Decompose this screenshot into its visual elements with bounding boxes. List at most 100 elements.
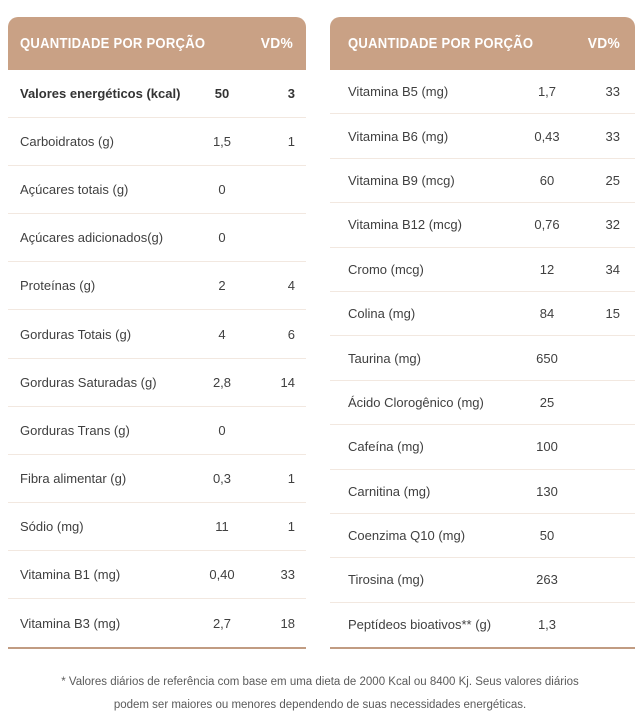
row-vd: 33 bbox=[605, 84, 620, 100]
table-row: Açúcares adicionados(g) 0 bbox=[8, 214, 306, 263]
row-quantity: 11 bbox=[215, 518, 229, 534]
row-label: Açúcares totais (g) bbox=[20, 182, 129, 198]
row-quantity: 4 bbox=[218, 326, 226, 342]
header-vd-label: VD% bbox=[260, 35, 293, 52]
row-quantity: 1,5 bbox=[212, 134, 232, 150]
header-quantity-label: QUANTIDADE POR PORÇÃO bbox=[348, 35, 534, 52]
row-vd: 3 bbox=[287, 86, 295, 102]
row-vd: 6 bbox=[287, 326, 295, 342]
row-label: Vitamina B5 (mg) bbox=[348, 84, 449, 100]
row-label: Cromo (mcg) bbox=[348, 261, 424, 277]
row-label: Coenzima Q10 (mg) bbox=[348, 528, 466, 544]
row-label: Gorduras Totais (g) bbox=[20, 326, 132, 342]
header-vd-label: VD% bbox=[587, 35, 620, 52]
table-row: Peptídeos bioativos** (g) 1,3 bbox=[330, 603, 635, 647]
table-row: Vitamina B6 (mg) 0,43 33 bbox=[330, 114, 635, 159]
row-vd: 1 bbox=[287, 518, 295, 534]
row-vd: 32 bbox=[605, 217, 620, 233]
nutrition-table-micros: QUANTIDADE POR PORÇÃO VD% Vitamina B5 (m… bbox=[330, 17, 635, 650]
row-quantity: 50 bbox=[214, 86, 230, 102]
table-row: Ácido Clorogênico (mg) 25 bbox=[330, 381, 635, 426]
row-quantity: 130 bbox=[536, 483, 558, 499]
nutrition-panel: QUANTIDADE POR PORÇÃO VD% Valores energé… bbox=[8, 17, 635, 650]
table-row: Açúcares totais (g) 0 bbox=[8, 166, 306, 215]
row-label: Vitamina B1 (mg) bbox=[20, 566, 121, 582]
nutrition-table-macros: QUANTIDADE POR PORÇÃO VD% Valores energé… bbox=[8, 17, 306, 650]
table-row: Coenzima Q10 (mg) 50 bbox=[330, 514, 635, 559]
row-quantity: 2,8 bbox=[212, 374, 232, 390]
table-row: Vitamina B12 (mcg) 0,76 32 bbox=[330, 203, 635, 248]
table-row: Cromo (mcg) 12 34 bbox=[330, 248, 635, 292]
row-quantity: 50 bbox=[539, 528, 555, 544]
row-quantity: 2,7 bbox=[212, 615, 232, 631]
row-quantity: 1,7 bbox=[537, 84, 557, 100]
row-label: Gorduras Trans (g) bbox=[20, 422, 130, 438]
row-vd: 33 bbox=[605, 128, 620, 144]
table-rows: Vitamina B5 (mg) 1,7 33 Vitamina B6 (mg)… bbox=[330, 70, 635, 647]
row-vd: 15 bbox=[605, 306, 620, 322]
row-quantity: 0 bbox=[218, 230, 226, 246]
row-label: Cafeína (mg) bbox=[348, 439, 424, 455]
row-label: Carboidratos (g) bbox=[20, 134, 114, 150]
row-quantity: 263 bbox=[536, 572, 558, 588]
row-label: Sódio (mg) bbox=[20, 518, 84, 534]
footnote-line-2: podem ser maiores ou menores dependendo … bbox=[113, 699, 527, 712]
table-row: Carboidratos (g) 1,5 1 bbox=[8, 118, 306, 167]
row-quantity: 100 bbox=[536, 439, 558, 455]
footnote-line-1: * Valores diários de referência com base… bbox=[61, 676, 579, 689]
header-quantity-label: QUANTIDADE POR PORÇÃO bbox=[20, 35, 206, 52]
row-label: Carnitina (mg) bbox=[348, 483, 431, 499]
row-quantity: 60 bbox=[539, 172, 555, 188]
table-header: QUANTIDADE POR PORÇÃO VD% bbox=[8, 17, 306, 70]
table-row: Gorduras Trans (g) 0 bbox=[8, 407, 306, 455]
row-quantity: 0 bbox=[218, 422, 226, 438]
footnote: * Valores diários de referência com base… bbox=[0, 671, 640, 717]
row-quantity: 0,3 bbox=[212, 470, 232, 486]
row-vd: 18 bbox=[280, 615, 295, 631]
row-label: Vitamina B6 (mg) bbox=[348, 128, 449, 144]
row-label: Taurina (mg) bbox=[348, 350, 421, 366]
row-quantity: 650 bbox=[536, 350, 558, 366]
row-quantity: 12 bbox=[539, 261, 555, 277]
row-label: Vitamina B12 (mcg) bbox=[348, 217, 462, 233]
row-quantity: 25 bbox=[539, 394, 555, 410]
table-header: QUANTIDADE POR PORÇÃO VD% bbox=[330, 17, 635, 70]
row-label: Ácido Clorogênico (mg) bbox=[348, 394, 484, 410]
row-label: Fibra alimentar (g) bbox=[20, 470, 127, 486]
row-vd: 33 bbox=[280, 566, 295, 582]
table-rows: Valores energéticos (kcal) 50 3 Carboidr… bbox=[8, 70, 306, 647]
row-label: Valores energéticos (kcal) bbox=[20, 86, 181, 102]
table-row: Carnitina (mg) 130 bbox=[330, 470, 635, 514]
row-quantity: 0,76 bbox=[534, 217, 560, 233]
table-row: Proteínas (g) 2 4 bbox=[8, 262, 306, 311]
row-quantity: 0 bbox=[218, 182, 226, 198]
row-label: Colina (mg) bbox=[348, 306, 416, 322]
table-row: Tirosina (mg) 263 bbox=[330, 558, 635, 603]
row-label: Vitamina B9 (mcg) bbox=[348, 172, 455, 188]
table-row: Valores energéticos (kcal) 50 3 bbox=[8, 70, 306, 119]
table-row: Vitamina B9 (mcg) 60 25 bbox=[330, 159, 635, 204]
table-row: Taurina (mg) 650 bbox=[330, 336, 635, 381]
row-quantity: 1,3 bbox=[537, 617, 557, 633]
row-label: Tirosina (mg) bbox=[348, 572, 425, 588]
table-row: Vitamina B3 (mg) 2,7 18 bbox=[8, 599, 306, 647]
table-row: Fibra alimentar (g) 0,3 1 bbox=[8, 455, 306, 503]
row-label: Gorduras Saturadas (g) bbox=[20, 374, 157, 390]
row-vd: 4 bbox=[287, 278, 295, 294]
row-quantity: 84 bbox=[539, 306, 555, 322]
row-quantity: 2 bbox=[218, 278, 226, 294]
row-label: Açúcares adicionados(g) bbox=[20, 230, 164, 246]
row-label: Vitamina B3 (mg) bbox=[20, 615, 121, 631]
table-row: Colina (mg) 84 15 bbox=[330, 292, 635, 337]
row-vd: 14 bbox=[280, 374, 295, 390]
row-vd: 1 bbox=[287, 470, 295, 486]
table-row: Sódio (mg) 11 1 bbox=[8, 503, 306, 551]
table-row: Gorduras Saturadas (g) 2,8 14 bbox=[8, 359, 306, 407]
table-row: Cafeína (mg) 100 bbox=[330, 425, 635, 470]
row-quantity: 0,40 bbox=[209, 566, 235, 582]
row-label: Proteínas (g) bbox=[20, 278, 96, 294]
table-row: Gorduras Totais (g) 4 6 bbox=[8, 310, 306, 359]
table-row: Vitamina B1 (mg) 0,40 33 bbox=[8, 551, 306, 600]
row-vd: 25 bbox=[605, 172, 620, 188]
row-vd: 1 bbox=[287, 134, 295, 150]
